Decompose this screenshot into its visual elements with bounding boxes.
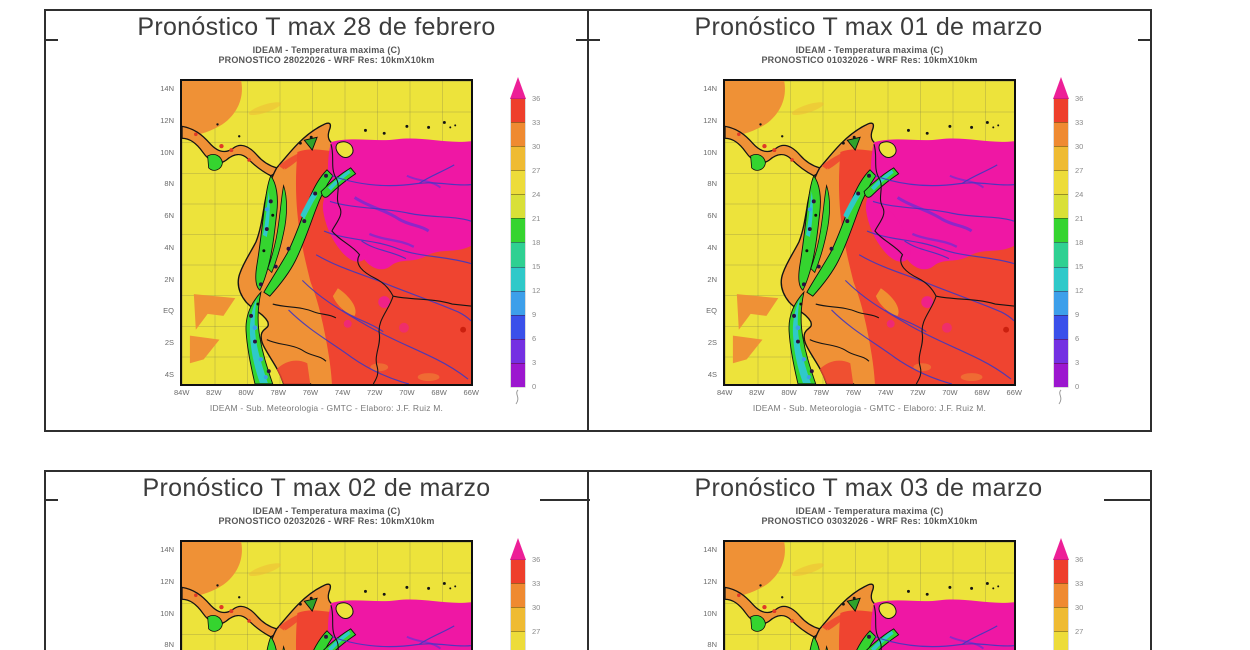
panel-subtitle-line1: IDEAM - Temperatura maxima (C) bbox=[252, 45, 401, 55]
forecast-panel-mar03: Pronóstico T max 03 de marzo IDEAM - Tem… bbox=[589, 472, 1148, 650]
forecast-map bbox=[180, 540, 473, 650]
panel-title: Pronóstico T max 01 de marzo bbox=[694, 13, 1043, 41]
frame-tick bbox=[44, 39, 58, 41]
colorbar-arrow bbox=[510, 538, 526, 560]
panel-subtitle-line2: PRONOSTICO 01032026 - WRF Res: 10kmX10km bbox=[761, 55, 978, 65]
forecast-map bbox=[723, 540, 1016, 650]
forecast-map bbox=[180, 79, 473, 386]
frame-tick bbox=[1138, 39, 1152, 41]
forecast-panel-mar02: Pronóstico T max 02 de marzo IDEAM - Tem… bbox=[46, 472, 587, 650]
credit-line: IDEAM - Sub. Meteorologia - GMTC - Elabo… bbox=[209, 403, 444, 413]
colorbar-tail-squiggle bbox=[515, 389, 519, 405]
colorbar-gradient bbox=[511, 99, 525, 387]
frame-tick bbox=[1104, 499, 1152, 501]
panel-subtitle-line1: IDEAM - Temperatura maxima (C) bbox=[795, 45, 944, 55]
frame-tick bbox=[540, 499, 590, 501]
frame-tick bbox=[576, 39, 600, 41]
colorbar-gradient bbox=[511, 560, 525, 650]
colorbar-gradient bbox=[1054, 560, 1068, 650]
bottom-row-frame bbox=[44, 470, 1152, 650]
panel-title: Pronóstico T max 03 de marzo bbox=[694, 474, 1043, 502]
panel-title: Pronóstico T max 02 de marzo bbox=[142, 474, 491, 502]
frame-tick bbox=[44, 499, 58, 501]
forecast-panel-mar01: Pronóstico T max 01 de marzo IDEAM - Tem… bbox=[589, 11, 1148, 428]
bottom-row-divider bbox=[587, 470, 589, 650]
colorbar-gradient bbox=[1054, 99, 1068, 387]
top-row-frame bbox=[44, 9, 1152, 432]
credit-line: IDEAM - Sub. Meteorologia - GMTC - Elabo… bbox=[752, 403, 987, 413]
forecast-map bbox=[723, 79, 1016, 386]
colorbar-arrow bbox=[1053, 538, 1069, 560]
colorbar-tail-squiggle bbox=[1058, 389, 1062, 405]
forecast-panel-feb28: Pronóstico T max 28 de febrero IDEAM - T… bbox=[46, 11, 587, 428]
panel-subtitle-line2: PRONOSTICO 03032026 - WRF Res: 10kmX10km bbox=[761, 516, 978, 526]
panel-subtitle-line2: PRONOSTICO 28022026 - WRF Res: 10kmX10km bbox=[218, 55, 435, 65]
longitude-axis-labels: 84W 82W 80W 78W 76W 74W 72W 70W 68W 66W bbox=[717, 388, 1022, 397]
top-row-divider bbox=[587, 9, 589, 432]
panel-subtitle-line2: PRONOSTICO 02032026 - WRF Res: 10kmX10km bbox=[218, 516, 435, 526]
longitude-axis-labels: 84W 82W 80W 78W 76W 74W 72W 70W 68W 66W bbox=[174, 388, 479, 397]
panel-subtitle-line1: IDEAM - Temperatura maxima (C) bbox=[252, 506, 401, 516]
panel-title: Pronóstico T max 28 de febrero bbox=[137, 13, 496, 41]
colorbar-arrow bbox=[1053, 77, 1069, 99]
colorbar-arrow bbox=[510, 77, 526, 99]
panel-subtitle-line1: IDEAM - Temperatura maxima (C) bbox=[795, 506, 944, 516]
